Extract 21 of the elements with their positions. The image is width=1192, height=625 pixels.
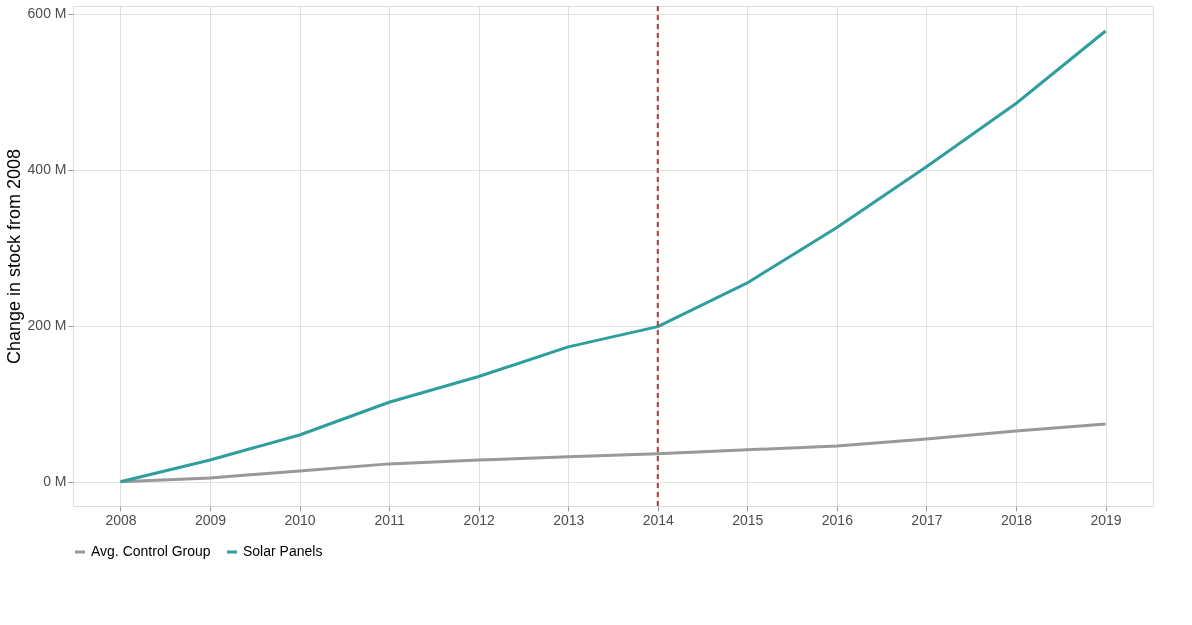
y-tick-label: 0 M	[43, 473, 67, 490]
legend-label: Solar Panels	[243, 543, 323, 559]
x-tick-label: 2013	[553, 511, 585, 528]
x-tick-label: 2010	[284, 511, 316, 528]
x-tick-label: 2018	[1000, 511, 1033, 528]
legend-label: Avg. Control Group	[91, 543, 211, 559]
x-tick-label: 2017	[911, 511, 943, 528]
x-tick-label: 2016	[821, 511, 854, 528]
x-tick-label: 2014	[642, 511, 675, 528]
x-tick-label: 2019	[1090, 511, 1122, 528]
y-tick-label: 600 M	[27, 5, 67, 22]
line-series	[118, 422, 1108, 484]
y-tick-label: 200 M	[27, 317, 67, 334]
x-tick-label: 2008	[105, 511, 137, 528]
x-tick-label: 2015	[732, 511, 764, 528]
y-tick-label: 400 M	[27, 161, 67, 178]
x-tick-label: 2012	[463, 511, 495, 528]
line-series	[118, 29, 1108, 484]
x-tick-label: 2009	[194, 511, 227, 528]
y-axis-title: Change in stock from 2008	[3, 148, 24, 365]
x-tick-label: 2011	[374, 511, 405, 528]
